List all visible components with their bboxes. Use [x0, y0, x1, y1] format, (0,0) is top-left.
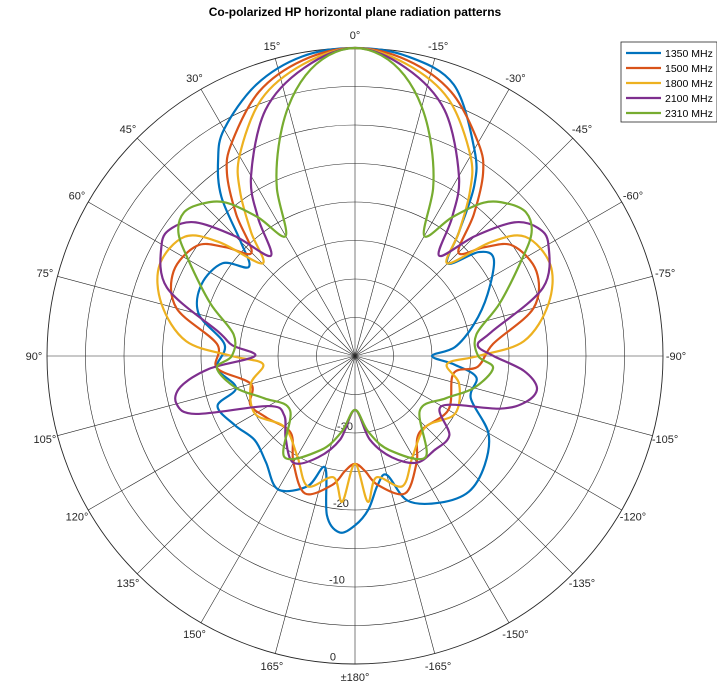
angle-tick-label: 90° — [26, 351, 43, 363]
legend-label: 2100 MHz — [665, 93, 713, 105]
angle-tick-label: -135° — [569, 578, 595, 590]
angle-tick-label: -15° — [428, 41, 448, 53]
grid-spoke — [354, 137, 574, 357]
angle-tick-label: -120° — [620, 512, 646, 524]
legend: 1350 MHz 1500 MHz 1800 MHz 2100 MHz 2310 MHz — [620, 41, 717, 123]
angle-tick-label: -150° — [502, 629, 528, 641]
angle-tick-label: 15° — [264, 41, 281, 53]
grid-spoke — [354, 355, 574, 575]
angle-tick-label: 150° — [183, 629, 206, 641]
angle-tick-label: -165° — [425, 661, 451, 673]
legend-label: 1800 MHz — [665, 78, 713, 90]
grid-spoke — [274, 355, 356, 654]
grid-spoke — [200, 89, 356, 357]
angle-tick-label: 60° — [69, 191, 86, 203]
grid-spoke — [88, 201, 356, 357]
grid-spoke — [274, 58, 356, 357]
radius-tick-label: -20 — [333, 498, 349, 510]
chart-title: Co-polarized HP horizontal plane radiati… — [209, 5, 502, 19]
legend-label: 1500 MHz — [665, 63, 713, 75]
series-line — [195, 46, 496, 534]
grid-spoke — [136, 355, 356, 575]
grid-spoke — [88, 355, 356, 511]
angle-tick-labels: 0° 15° 30° 45° 60° 75° 90° 105° 120° 135° 150° 165°… — [26, 30, 686, 684]
grid-spoke — [57, 355, 356, 437]
legend-label: 2310 MHz — [665, 108, 713, 120]
radius-tick-label: 0 — [330, 652, 336, 664]
grid-spoke — [354, 201, 622, 357]
grid-spoke — [354, 89, 510, 357]
grid-spoke — [354, 275, 653, 357]
angle-tick-label: -30° — [505, 73, 525, 85]
angle-tick-label: 105° — [34, 434, 57, 446]
angle-tick-label: ±180° — [341, 672, 370, 684]
angle-tick-label: -45° — [572, 124, 592, 136]
angle-tick-label: 120° — [66, 512, 89, 524]
grid-spoke — [57, 275, 356, 357]
angle-tick-label: 0° — [350, 30, 361, 42]
series-line — [177, 46, 533, 461]
angle-tick-label: 30° — [186, 73, 203, 85]
grid-spoke — [354, 355, 510, 623]
series-line — [169, 46, 541, 496]
radius-tick-labels: -30-20-100 — [329, 421, 353, 664]
grid-spoke — [354, 355, 436, 654]
angle-tick-label: 45° — [120, 124, 137, 136]
angle-tick-label: -60° — [623, 191, 643, 203]
grid-spoke — [354, 355, 653, 437]
legend-label: 1350 MHz — [665, 48, 713, 60]
angle-tick-label: -75° — [655, 268, 675, 280]
grid-spoke — [354, 58, 436, 357]
angle-tick-label: 165° — [261, 661, 284, 673]
grid-spoke — [136, 137, 356, 357]
series-line — [156, 46, 554, 503]
radius-tick-label: -10 — [329, 575, 345, 587]
angle-tick-label: 135° — [117, 578, 140, 590]
angle-tick-label: 75° — [37, 268, 54, 280]
legend-items: 1350 MHz 1500 MHz 1800 MHz 2100 MHz 2310 MHz — [626, 48, 713, 120]
series-lines — [156, 46, 554, 534]
angle-tick-label: -90° — [666, 351, 686, 363]
angle-tick-label: -105° — [652, 434, 678, 446]
polar-grid — [46, 47, 664, 665]
